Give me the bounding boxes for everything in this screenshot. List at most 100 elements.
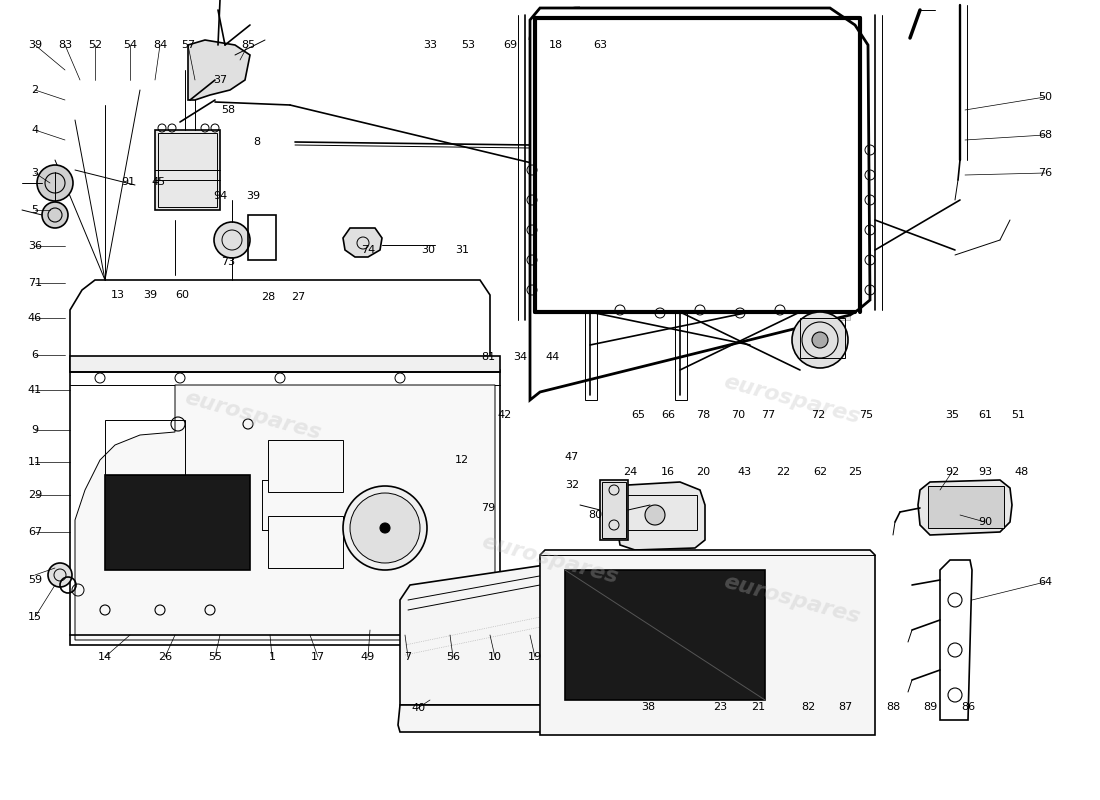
- Text: 20: 20: [696, 467, 711, 477]
- Polygon shape: [918, 480, 1012, 535]
- Text: 37: 37: [213, 75, 227, 85]
- Text: eurospares: eurospares: [722, 372, 862, 428]
- Text: 59: 59: [28, 575, 42, 585]
- Text: 81: 81: [481, 352, 495, 362]
- Bar: [675, 310, 688, 400]
- Text: 16: 16: [661, 467, 675, 477]
- Circle shape: [42, 202, 68, 228]
- Text: 92: 92: [945, 467, 959, 477]
- Bar: [600, 480, 628, 540]
- Bar: [585, 310, 597, 400]
- Text: eurospares: eurospares: [722, 572, 862, 628]
- Text: 94: 94: [213, 191, 227, 201]
- Text: 48: 48: [1015, 467, 1030, 477]
- Bar: [158, 133, 217, 207]
- Bar: [155, 130, 220, 210]
- Circle shape: [645, 505, 665, 525]
- Text: 55: 55: [208, 652, 222, 662]
- Bar: [248, 215, 276, 260]
- Circle shape: [48, 563, 72, 587]
- Polygon shape: [70, 280, 500, 645]
- Text: 33: 33: [424, 40, 437, 50]
- Text: 91: 91: [121, 177, 135, 187]
- Polygon shape: [530, 8, 870, 400]
- Text: 26: 26: [158, 652, 172, 662]
- Text: 9: 9: [32, 425, 39, 435]
- Text: 11: 11: [28, 457, 42, 467]
- Text: 3: 3: [32, 168, 39, 178]
- Text: 22: 22: [776, 467, 790, 477]
- Bar: [565, 570, 764, 700]
- Text: 82: 82: [801, 702, 815, 712]
- Text: 60: 60: [175, 290, 189, 300]
- Text: 63: 63: [593, 40, 607, 50]
- Text: 90: 90: [978, 517, 992, 527]
- Text: 10: 10: [488, 652, 502, 662]
- Text: 84: 84: [153, 40, 167, 50]
- Text: 6: 6: [32, 350, 39, 360]
- Bar: [104, 475, 250, 570]
- Text: 43: 43: [738, 467, 752, 477]
- Text: 39: 39: [143, 290, 157, 300]
- Text: 56: 56: [446, 652, 460, 662]
- Polygon shape: [75, 385, 495, 640]
- Text: 5: 5: [32, 205, 39, 215]
- Text: 89: 89: [923, 702, 937, 712]
- Text: 52: 52: [88, 40, 102, 50]
- Text: 58: 58: [221, 105, 235, 115]
- Text: 27: 27: [290, 292, 305, 302]
- Text: 41: 41: [28, 385, 42, 395]
- Text: 50: 50: [1038, 92, 1052, 102]
- Bar: [70, 356, 500, 372]
- Circle shape: [343, 486, 427, 570]
- Bar: [268, 440, 343, 492]
- Text: 14: 14: [98, 652, 112, 662]
- Text: 28: 28: [261, 292, 275, 302]
- Text: eurospares: eurospares: [183, 388, 323, 444]
- Text: 53: 53: [461, 40, 475, 50]
- Text: 75: 75: [859, 410, 873, 420]
- Text: 87: 87: [838, 702, 853, 712]
- Bar: [104, 420, 185, 475]
- Text: 72: 72: [811, 410, 825, 420]
- Text: 76: 76: [1038, 168, 1052, 178]
- Text: 1: 1: [268, 652, 275, 662]
- Text: 68: 68: [1038, 130, 1052, 140]
- Text: 39: 39: [246, 191, 260, 201]
- Text: 86: 86: [961, 702, 975, 712]
- Circle shape: [792, 312, 848, 368]
- Text: 70: 70: [730, 410, 745, 420]
- Text: 40: 40: [411, 703, 425, 713]
- Text: 71: 71: [28, 278, 42, 288]
- Text: 88: 88: [886, 702, 900, 712]
- Polygon shape: [398, 705, 560, 732]
- Text: 17: 17: [311, 652, 326, 662]
- Polygon shape: [343, 228, 382, 257]
- Text: 8: 8: [253, 137, 261, 147]
- Text: 7: 7: [405, 652, 411, 662]
- Text: 12: 12: [455, 455, 469, 465]
- Circle shape: [379, 523, 390, 533]
- Text: 35: 35: [945, 410, 959, 420]
- Text: 46: 46: [28, 313, 42, 323]
- Text: 34: 34: [513, 352, 527, 362]
- Polygon shape: [615, 482, 705, 550]
- Text: 45: 45: [151, 177, 165, 187]
- Text: 80: 80: [587, 510, 602, 520]
- Bar: [602, 482, 626, 538]
- Text: 65: 65: [631, 410, 645, 420]
- Text: 2: 2: [32, 85, 39, 95]
- Polygon shape: [188, 40, 250, 100]
- Text: 61: 61: [978, 410, 992, 420]
- Bar: [268, 516, 343, 568]
- Text: 66: 66: [661, 410, 675, 420]
- Text: 25: 25: [848, 467, 862, 477]
- Text: 15: 15: [28, 612, 42, 622]
- Bar: [540, 20, 850, 320]
- Text: 57: 57: [180, 40, 195, 50]
- Text: 49: 49: [361, 652, 375, 662]
- Text: 32: 32: [565, 480, 579, 490]
- Circle shape: [812, 332, 828, 348]
- Text: 30: 30: [421, 245, 434, 255]
- Text: 39: 39: [28, 40, 42, 50]
